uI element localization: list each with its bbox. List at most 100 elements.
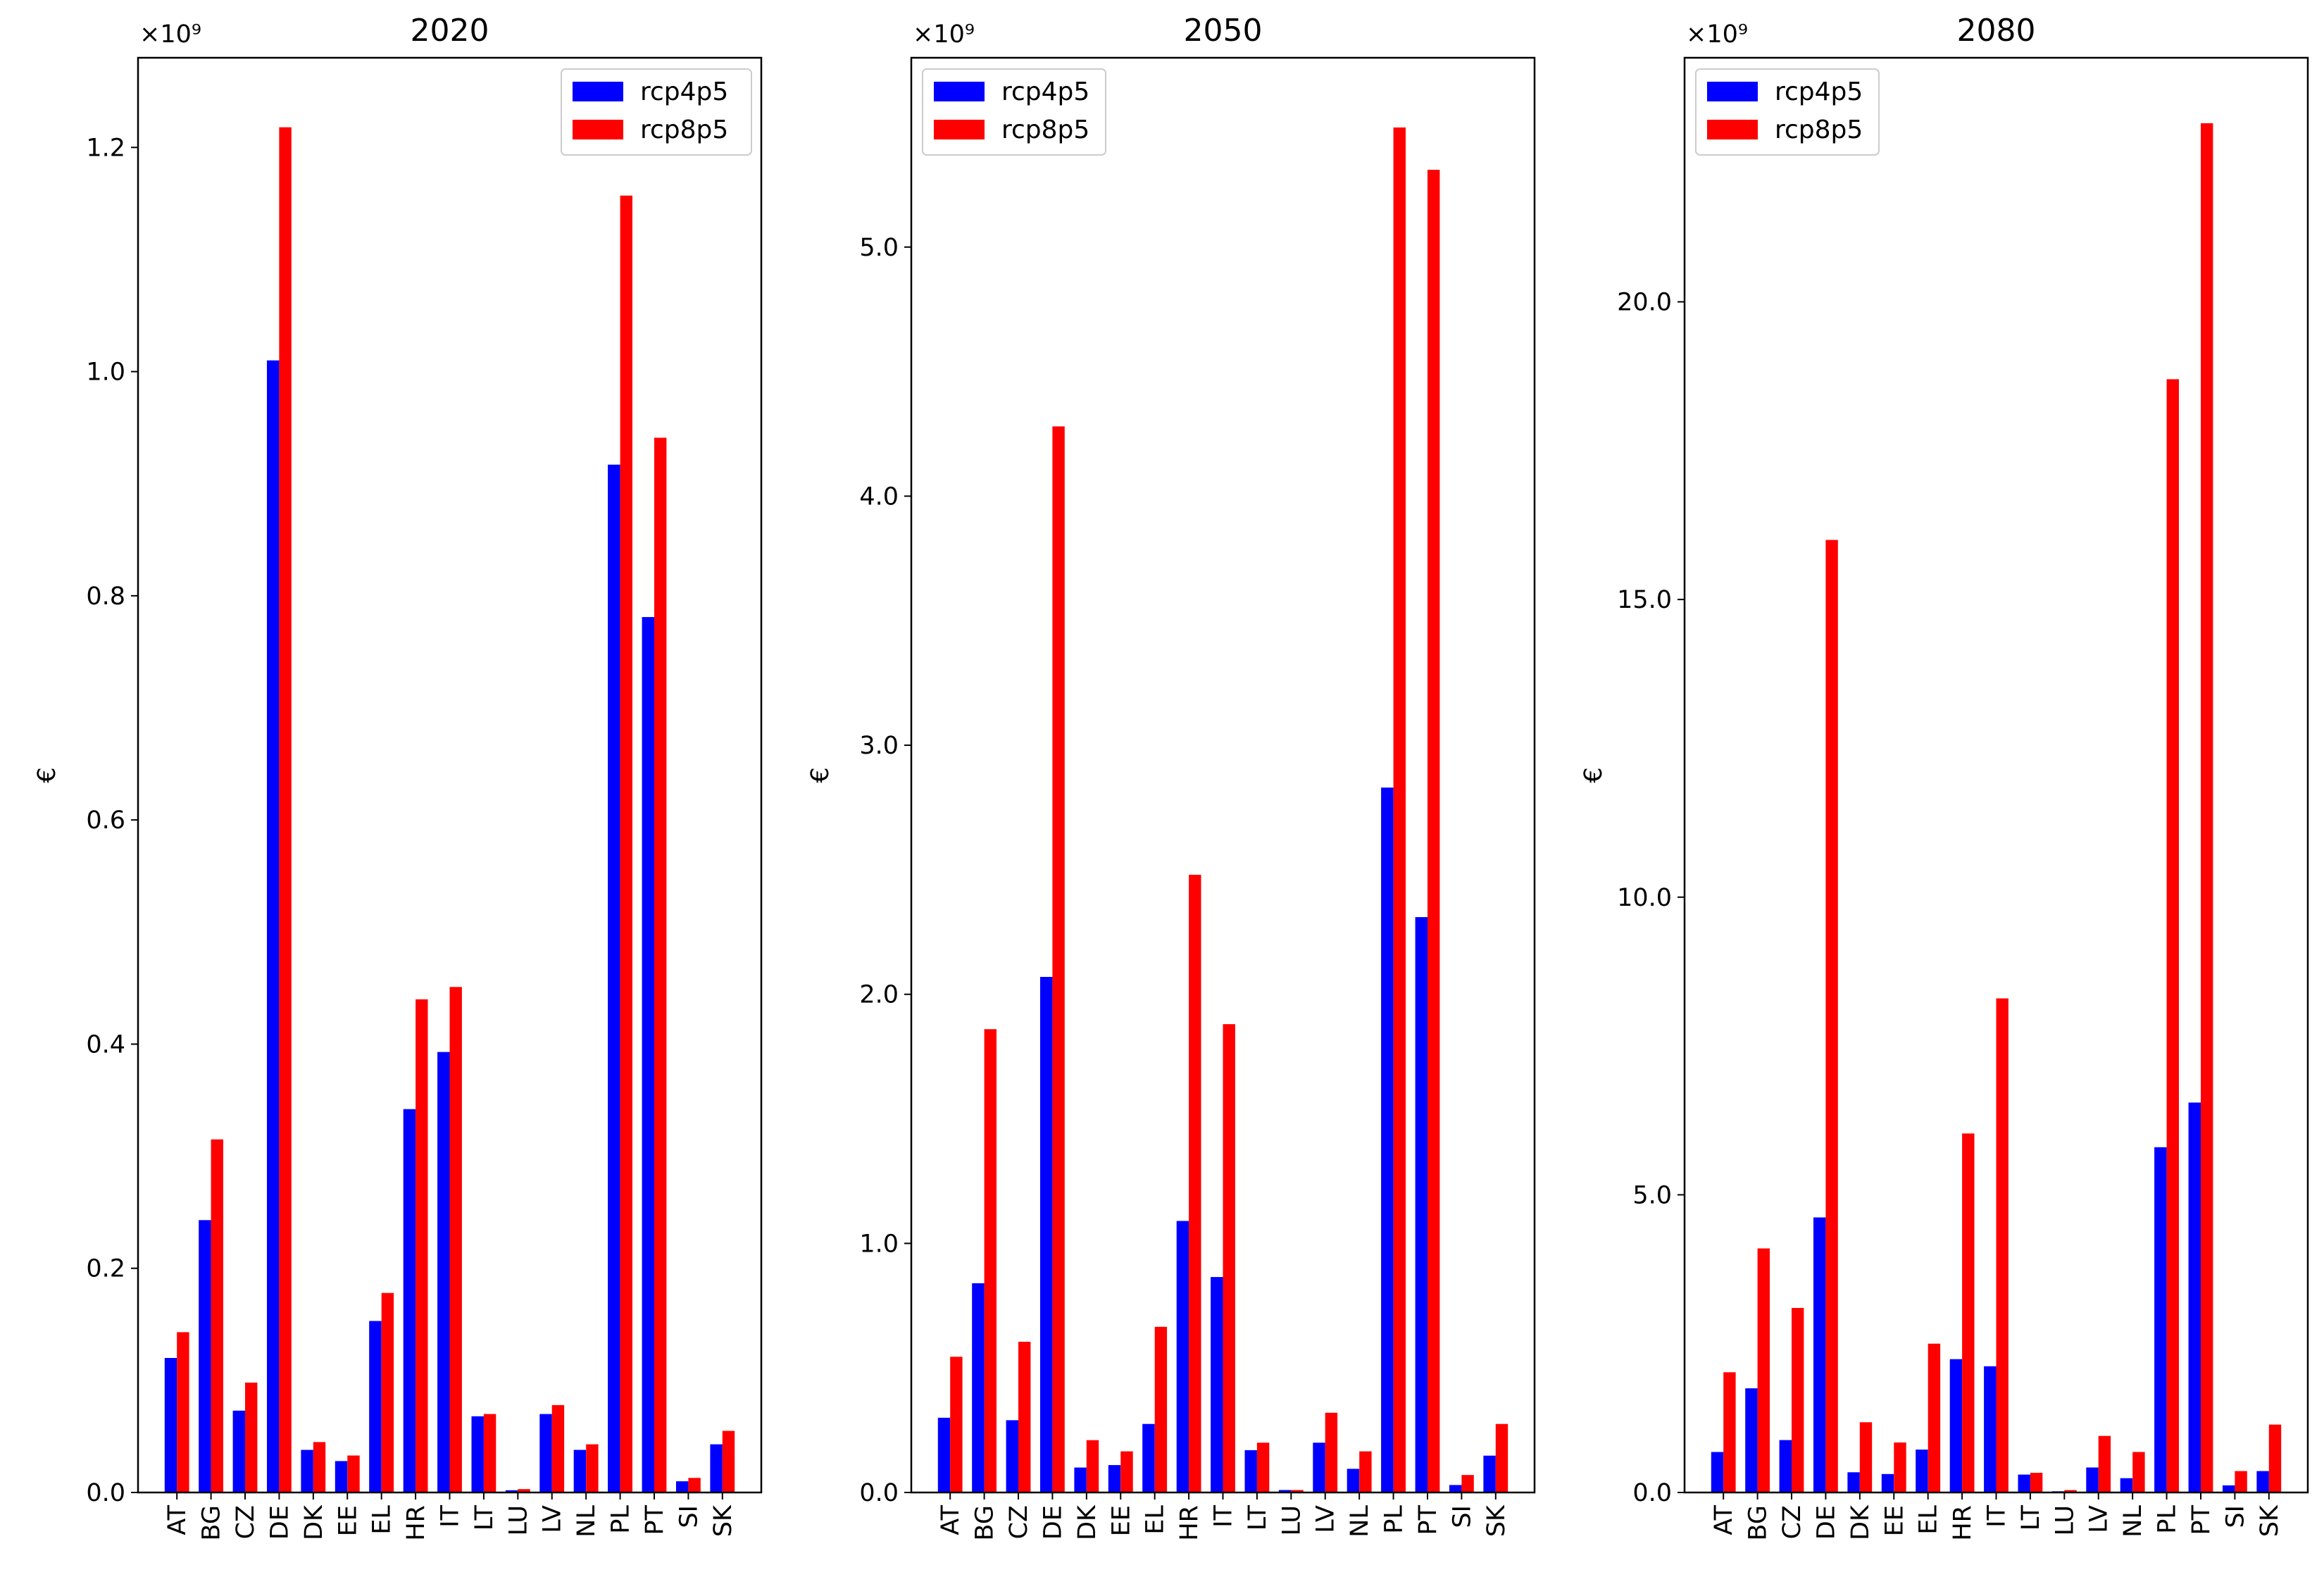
x-tick-label: AT	[937, 1504, 965, 1535]
bar-rcp8p5-NL	[2132, 1452, 2145, 1492]
bar-rcp8p5-BG	[211, 1139, 223, 1492]
x-tick-label: NL	[573, 1505, 601, 1538]
x-tick-label: SK	[2256, 1504, 2284, 1537]
bar-rcp8p5-SI	[2235, 1471, 2247, 1492]
bar-rcp8p5-DK	[313, 1442, 326, 1492]
bar-rcp8p5-DE	[279, 127, 292, 1493]
bar-rcp4p5-PL	[608, 464, 620, 1493]
bar-rcp4p5-SI	[2223, 1485, 2235, 1492]
x-tick-label: LU	[2051, 1505, 2079, 1535]
bar-rcp4p5-IT	[1984, 1366, 1997, 1492]
bar-rcp4p5-LU	[505, 1490, 518, 1492]
x-tick-label: CZ	[1778, 1505, 1806, 1539]
chart-title: 2050	[1184, 13, 1263, 49]
bar-rcp8p5-LT	[2030, 1473, 2043, 1492]
bar-rcp4p5-BG	[972, 1283, 985, 1492]
bar-rcp4p5-PT	[1415, 917, 1427, 1492]
y-tick-label: 0.8	[86, 582, 125, 611]
bar-rcp4p5-NL	[573, 1450, 587, 1492]
legend-swatch-rcp4p5	[934, 82, 985, 101]
legend-label-rcp8p5: rcp8p5	[1001, 116, 1089, 144]
bar-rcp8p5-EE	[1894, 1442, 1906, 1492]
bar-rcp4p5-SK	[1483, 1455, 1496, 1492]
x-tick-label: EL	[368, 1505, 396, 1535]
bar-rcp8p5-LV	[2098, 1435, 2111, 1492]
plot-frame	[137, 56, 763, 1494]
y-axis-label: €	[806, 767, 835, 783]
bar-rcp8p5-IT	[1223, 1024, 1235, 1492]
x-tick-label: EE	[1107, 1505, 1135, 1536]
legend-swatch-rcp8p5	[934, 120, 985, 139]
y-tick-label: 1.2	[86, 134, 125, 162]
y-tick-label: 4.0	[859, 482, 899, 511]
x-tick-label: EE	[334, 1505, 362, 1536]
x-tick-label: EE	[1880, 1505, 1908, 1536]
x-tick-label: AT	[163, 1504, 192, 1535]
bar-rcp8p5-PT	[2201, 123, 2213, 1492]
legend-label-rcp8p5: rcp8p5	[640, 116, 728, 144]
bar-rcp8p5-EL	[1928, 1343, 1941, 1492]
bar-rcp8p5-NL	[1359, 1451, 1372, 1492]
y-tick-label: 0.0	[1632, 1479, 1672, 1507]
y-tick-label: 0.4	[86, 1030, 125, 1059]
bar-rcp4p5-SK	[2256, 1471, 2269, 1492]
bar-rcp4p5-EE	[335, 1461, 348, 1492]
bar-rcp4p5-PL	[1381, 787, 1394, 1492]
bar-rcp4p5-NL	[1347, 1469, 1360, 1492]
bar-rcp8p5-IT	[449, 987, 462, 1492]
bar-rcp8p5-AT	[1723, 1372, 1736, 1492]
x-tick-label: NL	[1346, 1505, 1374, 1538]
x-tick-label: DK	[1073, 1504, 1101, 1540]
chart-panel-2050: AT BG CZ DE DK EE EL HR IT LT LU LV NL PL PT SI SK 0.0 1.0…	[806, 13, 1536, 1541]
bar-rcp4p5-EL	[1142, 1423, 1155, 1492]
legend: rcp4p5 rcp8p5	[922, 68, 1106, 156]
x-tick-label: PT	[641, 1504, 669, 1535]
legend-swatch-rcp4p5	[573, 82, 623, 101]
x-tick-label: IT	[1983, 1504, 2011, 1527]
bar-rcp8p5-PL	[1393, 127, 1406, 1492]
x-tick-label: PT	[2187, 1504, 2216, 1535]
bar-rcp4p5-CZ	[232, 1410, 245, 1492]
bar-rcp8p5-IT	[1996, 998, 2008, 1492]
bar-rcp8p5-HR	[416, 999, 428, 1492]
y-tick-label: 5.0	[1632, 1181, 1672, 1209]
x-tick-label: AT	[1710, 1504, 1738, 1535]
legend-swatch-rcp8p5	[1707, 120, 1758, 139]
legend: rcp4p5 rcp8p5	[1695, 68, 1880, 156]
bar-rcp4p5-BG	[199, 1220, 211, 1492]
x-tick-label: DK	[300, 1504, 328, 1540]
bar-rcp4p5-EL	[1916, 1450, 1928, 1492]
axis-exponent-label: ×10⁹	[139, 20, 201, 49]
y-tick-label: 0.6	[86, 806, 125, 835]
bar-rcp4p5-PT	[2188, 1102, 2201, 1492]
y-tick-label: 1.0	[859, 1230, 899, 1258]
bar-rcp8p5-PL	[2166, 379, 2179, 1492]
x-tick-label: CZ	[232, 1505, 260, 1539]
bar-rcp4p5-EL	[369, 1321, 382, 1492]
x-tick-label: BG	[971, 1505, 999, 1541]
bar-rcp4p5-SK	[710, 1444, 723, 1492]
x-tick-label: EL	[1915, 1505, 1943, 1535]
bar-rcp4p5-LU	[1278, 1490, 1292, 1492]
x-tick-label: DE	[1039, 1505, 1067, 1540]
x-tick-label: DE	[1812, 1505, 1840, 1540]
bar-rcp8p5-DE	[1825, 540, 1838, 1492]
x-tick-label: LT	[1244, 1504, 1272, 1531]
x-tick-label: HR	[1175, 1505, 1204, 1541]
bar-rcp8p5-SK	[1495, 1423, 1508, 1492]
plot-frame	[910, 56, 1536, 1494]
x-tick-label: LV	[1312, 1505, 1340, 1533]
y-tick-label: 15.0	[1617, 586, 1672, 614]
bar-rcp8p5-DK	[1086, 1440, 1099, 1492]
x-tick-label: SI	[675, 1505, 703, 1528]
bar-rcp8p5-NL	[586, 1444, 599, 1492]
y-tick-label: 20.0	[1617, 289, 1672, 317]
bar-rcp8p5-LU	[2064, 1490, 2077, 1492]
bar-rcp8p5-EL	[1154, 1326, 1168, 1492]
bar-rcp4p5-DE	[1813, 1217, 1826, 1492]
bar-rcp8p5-DK	[1859, 1422, 1873, 1492]
x-tick-label: SK	[1482, 1504, 1511, 1537]
bar-rcp8p5-BG	[984, 1029, 997, 1492]
